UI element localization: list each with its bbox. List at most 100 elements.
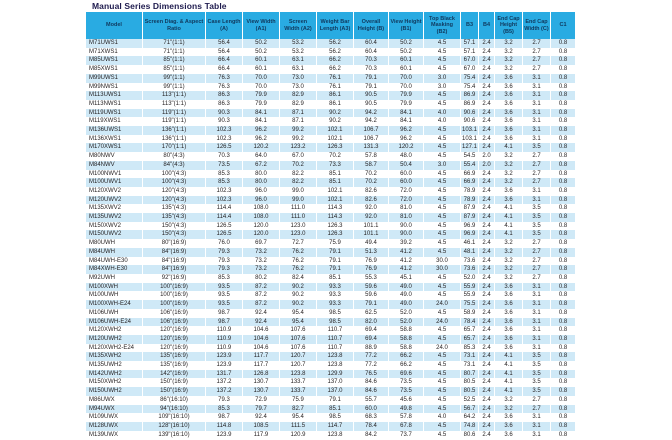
table-cell: 75.5 <box>461 300 478 309</box>
table-row: M84XWH-E30 84"(16:9) 79.3 73.2 76.2 79.1 76.9 4… <box>86 265 575 274</box>
table-cell: 52.0 <box>389 308 423 318</box>
table-cell: 102.3 <box>206 186 242 196</box>
table-cell: 24.0 <box>424 317 460 327</box>
table-cell: 84.6 <box>354 378 388 388</box>
table-cell: 70.0 <box>243 73 279 83</box>
table-cell: 73.0 <box>280 73 316 83</box>
table-cell: 0.8 <box>551 143 575 153</box>
table-cell: 0.8 <box>551 82 575 92</box>
table-row: M109UWX 109"(16:10) 98.7 92.4 95.4 98.5 68.3 57… <box>86 413 575 422</box>
table-cell: 85.1 <box>317 169 353 179</box>
table-cell: 2.4 <box>479 256 494 266</box>
table-row: M135UWV2 135"(4:3) 114.4 108.0 111.0 114.3 92.… <box>86 213 575 222</box>
table-cell: 4.5 <box>424 308 460 318</box>
table-cell: 69.6 <box>389 369 423 379</box>
table-cell: 0.8 <box>551 326 575 335</box>
table-cell: 2.4 <box>479 247 494 257</box>
table-cell: 75.4 <box>461 73 478 83</box>
table-cell: 60.1 <box>389 65 423 74</box>
table-cell: 107.6 <box>280 334 316 344</box>
table-cell: 45.1 <box>389 273 423 283</box>
table-cell: 4.5 <box>424 291 460 301</box>
table-cell: 110.7 <box>317 334 353 344</box>
table-row: M92UWH 92"(16:9) 85.3 80.2 82.4 85.1 55.3 45.1 4… <box>86 273 575 283</box>
table-cell: 120.2 <box>389 143 423 153</box>
table-cell: 103.1 <box>461 126 478 135</box>
table-cell: 99.2 <box>280 134 316 144</box>
table-cell: 45.6 <box>389 395 423 405</box>
table-cell: 60.0 <box>354 404 388 414</box>
model-cell: M119UWS1 <box>86 108 142 118</box>
table-cell: 86.3 <box>206 99 242 109</box>
table-cell: 76.2 <box>280 256 316 266</box>
table-cell: 76.1 <box>317 82 353 92</box>
table-cell: 3.2 <box>495 404 522 414</box>
table-cell: 4.1 <box>495 387 522 396</box>
table-cell: 0.8 <box>551 178 575 187</box>
table-cell: 120"(16:9) <box>143 326 205 335</box>
table-cell: 30.0 <box>424 265 460 274</box>
table-cell: 80.6 <box>461 430 478 440</box>
table-cell: 3.5 <box>523 369 550 379</box>
table-cell: 57.8 <box>354 152 388 161</box>
table-cell: 86"(16:10) <box>143 395 205 405</box>
table-cell: 137.0 <box>317 378 353 388</box>
table-cell: 0.8 <box>551 73 575 83</box>
table-cell: 70.3 <box>354 56 388 66</box>
table-cell: 64.0 <box>243 152 279 161</box>
table-cell: 80.5 <box>461 378 478 388</box>
table-cell: 92.4 <box>243 413 279 422</box>
table-cell: 72.0 <box>389 195 423 205</box>
table-cell: 4.5 <box>424 430 460 440</box>
table-cell: 82.9 <box>280 99 316 109</box>
table-cell: 0.8 <box>551 273 575 283</box>
column-header: View Height (B1) <box>389 12 423 39</box>
model-cell: M106UWH-E24 <box>86 317 142 327</box>
table-cell: 3.1 <box>523 421 550 431</box>
table-cell: 142"(16:9) <box>143 369 205 379</box>
table-cell: 4.5 <box>424 352 460 362</box>
table-cell: 2.7 <box>523 247 550 257</box>
column-header: Overall Height (B) <box>354 12 388 39</box>
table-cell: 49.0 <box>389 291 423 301</box>
table-cell: 150"(16:9) <box>143 378 205 388</box>
table-cell: 73.5 <box>389 387 423 396</box>
table-cell: 2.4 <box>479 186 494 196</box>
table-cell: 52.5 <box>461 395 478 405</box>
table-cell: 4.1 <box>495 221 522 231</box>
table-cell: 79.3 <box>206 247 242 257</box>
table-cell: 135"(4:3) <box>143 213 205 222</box>
table-cell: 4.5 <box>424 334 460 344</box>
table-cell: 0.8 <box>551 204 575 214</box>
table-row: M150UWV2 150"(4:3) 126.5 120.0 123.0 126.3 101… <box>86 230 575 240</box>
table-cell: 0.8 <box>551 361 575 370</box>
table-cell: 111.0 <box>280 213 316 222</box>
table-cell: 96.2 <box>389 126 423 135</box>
table-cell: 106"(16:9) <box>143 308 205 318</box>
table-cell: 73.0 <box>280 82 316 92</box>
table-cell: 66.9 <box>461 178 478 187</box>
table-cell: 84.1 <box>243 108 279 118</box>
table-cell: 0.8 <box>551 387 575 396</box>
model-cell: M113UWS1 <box>86 91 142 100</box>
table-cell: 80.0 <box>243 169 279 179</box>
table-cell: 4.5 <box>424 143 460 153</box>
table-cell: 3.1 <box>523 282 550 292</box>
table-cell: 4.5 <box>424 65 460 74</box>
table-cell: 110.7 <box>317 326 353 335</box>
table-cell: 96.9 <box>461 221 478 231</box>
table-cell: 66.2 <box>317 65 353 74</box>
table-cell: 2.4 <box>479 73 494 83</box>
table-cell: 3.1 <box>523 300 550 309</box>
table-cell: 107.6 <box>280 326 316 335</box>
table-cell: 99.2 <box>280 126 316 135</box>
table-cell: 86.1 <box>317 99 353 109</box>
table-cell: 60.4 <box>354 47 388 57</box>
table-row: M136XWS1 136"(1:1) 102.3 96.2 99.2 102.1 106.7… <box>86 134 575 144</box>
table-cell: 48.0 <box>389 152 423 161</box>
table-cell: 71"(1:1) <box>143 47 205 57</box>
table-row: M100XWH 100"(16:9) 93.5 87.2 90.2 93.3 59.6 49.… <box>86 282 575 292</box>
table-cell: 103.1 <box>461 134 478 144</box>
table-cell: 126.5 <box>206 221 242 231</box>
table-cell: 3.0 <box>424 73 460 83</box>
